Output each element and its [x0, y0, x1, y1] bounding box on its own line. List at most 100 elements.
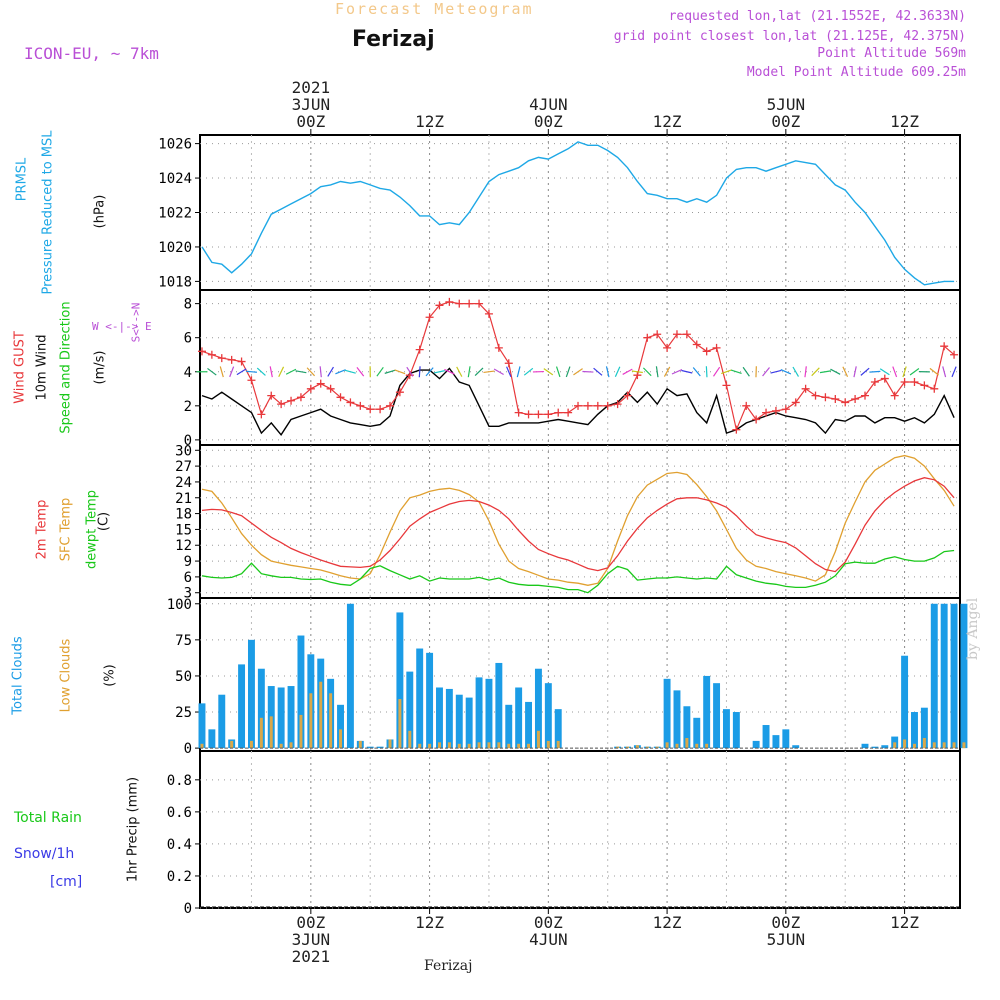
- wind-arrow: [942, 366, 947, 378]
- gust-point: [762, 408, 771, 417]
- location-title: Ferizaj: [352, 27, 435, 52]
- total-cloud-bar: [198, 703, 206, 749]
- gust-point: [643, 333, 652, 342]
- top-xtick-label: 00Z: [771, 112, 800, 131]
- bottom-xtick-label: 4JUN: [529, 930, 568, 949]
- total-cloud-bar: [930, 603, 938, 749]
- low-cloud-bar: [903, 739, 907, 749]
- low-cloud-bar: [893, 742, 897, 749]
- low-cloud-bar: [665, 742, 669, 749]
- gust-point: [514, 408, 523, 417]
- low-cloud-bar: [319, 681, 323, 749]
- total-cloud-bar: [911, 712, 918, 749]
- gust-point: [544, 410, 553, 419]
- temp-ytick-label: 9: [184, 554, 192, 570]
- low-cloud-bar: [279, 743, 283, 749]
- wind-arrow: [433, 370, 445, 374]
- total-cloud-bar: [901, 655, 909, 749]
- total-cloud-bar: [277, 687, 285, 749]
- precip-ytick-label: 0.2: [167, 869, 192, 885]
- total-cloud-bar: [772, 735, 780, 749]
- wind-arrow: [344, 369, 356, 374]
- point-altitude: Point Altitude 569m: [817, 46, 966, 61]
- gust-point: [326, 384, 335, 393]
- gust-point: [445, 297, 454, 306]
- top-xtick-label: 12Z: [653, 112, 682, 131]
- gust-point: [376, 405, 385, 414]
- gust-point: [920, 381, 929, 390]
- clouds-ytick-label: 50: [175, 669, 192, 685]
- low-cloud-bar: [616, 746, 620, 749]
- low-cloud-bar: [467, 743, 471, 749]
- total-cloud-bar: [515, 687, 523, 749]
- gust-point: [831, 395, 840, 404]
- low-cloud-bar: [418, 743, 422, 749]
- total-cloud-bar: [485, 678, 493, 749]
- gust-point: [613, 400, 622, 409]
- total-cloud-bar: [495, 662, 503, 749]
- low-cloud-bar: [388, 739, 392, 749]
- wind-ytick-label: 2: [184, 399, 192, 415]
- clouds-ytick-label: 25: [175, 705, 192, 721]
- grid-coords: grid point closest lon,lat (21.125E, 42.…: [613, 29, 966, 44]
- wind-arrow: [425, 367, 434, 377]
- total-cloud-bar: [554, 709, 562, 749]
- low-cloud-bar: [695, 743, 699, 749]
- wind-arrow: [622, 368, 633, 375]
- gust-point: [890, 391, 899, 400]
- wind-arrow: [671, 368, 683, 375]
- total-rain-label: Total Rain: [14, 810, 82, 826]
- gust-point: [781, 405, 790, 414]
- total-cloud-bar: [238, 664, 246, 749]
- wind-arrow: [394, 369, 406, 375]
- bottom-xtick-label: 2021: [292, 947, 331, 966]
- gust-point: [207, 350, 216, 359]
- gust-point: [296, 393, 305, 402]
- gust-point: [197, 347, 206, 356]
- wind-arrow: [742, 366, 750, 377]
- wind-arrow: [236, 368, 247, 376]
- wind-ytick-label: 6: [184, 331, 192, 347]
- low-cloud-bar: [398, 699, 402, 749]
- wind-arrow: [712, 366, 721, 377]
- low-cloud-bar: [289, 742, 293, 749]
- wind-arrow: [295, 370, 307, 374]
- low-cloud-bar: [428, 743, 432, 749]
- bottom-xtick-label: 5JUN: [767, 930, 806, 949]
- total-cloud-bar: [525, 701, 533, 749]
- gust-point: [534, 410, 543, 419]
- low-cloud-bar: [626, 746, 629, 749]
- gust-point: [940, 342, 949, 351]
- dewpt-line: [201, 549, 955, 594]
- gust-point: [583, 401, 592, 410]
- total-cloud-bar: [792, 745, 800, 749]
- wind-arrow: [860, 367, 870, 376]
- wind-arrow: [467, 366, 471, 378]
- wind-arrow: [902, 366, 907, 378]
- low-cloud-bar: [259, 717, 263, 749]
- gust-point: [663, 343, 672, 352]
- temp-ytick-label: 21: [175, 491, 192, 507]
- wind-arrow: [892, 366, 898, 378]
- precip-ytick-label: 0.4: [167, 837, 192, 853]
- gust-point: [633, 371, 642, 380]
- low-cloud-bar: [942, 742, 946, 749]
- wind-ytick-label: 8: [184, 297, 192, 313]
- wind-arrow: [879, 368, 890, 376]
- gust-point: [336, 393, 345, 402]
- gust-point: [870, 377, 879, 386]
- low-cloud-bar: [299, 714, 303, 749]
- low-cloud-bar: [685, 738, 689, 749]
- pressure-ytick-label: 1026: [158, 137, 192, 153]
- gust-point: [504, 359, 513, 368]
- wind-ytick-label: 4: [184, 365, 192, 381]
- low-cloud-bar: [487, 742, 491, 749]
- gust-point: [247, 376, 256, 385]
- low-cloud-bar: [912, 743, 916, 749]
- gust-point: [692, 340, 701, 349]
- total-cloud-bar: [871, 746, 879, 749]
- gust-point: [217, 354, 226, 363]
- wind-arrow: [207, 367, 217, 376]
- wind-gust-label: Wind GUST: [12, 331, 28, 404]
